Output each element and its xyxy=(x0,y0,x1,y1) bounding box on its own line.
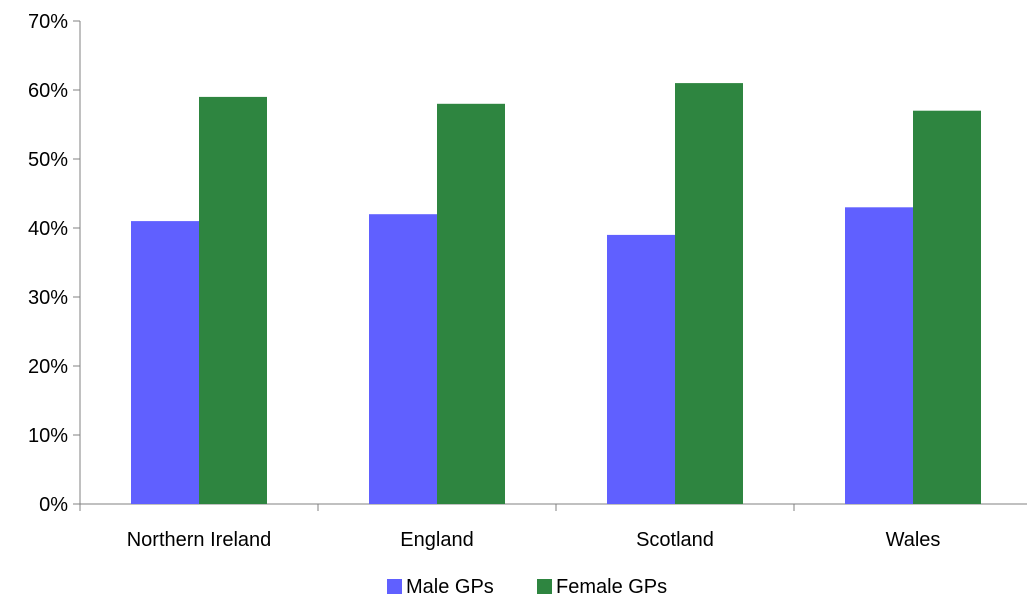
bar-male-gps-northern-ireland xyxy=(131,221,199,504)
y-tick-label: 50% xyxy=(28,149,68,171)
legend: Male GPs Female GPs xyxy=(387,576,667,598)
y-tick-label: 10% xyxy=(28,425,68,447)
x-axis: Northern Ireland England Scotland Wales xyxy=(79,503,1027,551)
bar-female-gps-northern-ireland xyxy=(199,96,267,505)
bar-male-gps-scotland xyxy=(607,234,675,504)
y-tick-label: 70% xyxy=(28,11,68,33)
x-tick-label: Northern Ireland xyxy=(127,529,272,551)
bars-group xyxy=(131,83,981,505)
bar-male-gps-england xyxy=(369,214,437,504)
legend-label-0: Male GPs xyxy=(406,576,494,598)
y-tick-label: 30% xyxy=(28,287,68,309)
y-tick-label: 0% xyxy=(39,494,68,516)
x-tick-label: Wales xyxy=(886,529,941,551)
y-tick-label: 20% xyxy=(28,356,68,378)
legend-label-1: Female GPs xyxy=(556,576,667,598)
y-tick-label: 60% xyxy=(28,80,68,102)
bar-male-gps-wales xyxy=(845,207,913,505)
x-tick-label: England xyxy=(400,529,473,551)
bar-female-gps-england xyxy=(437,103,505,505)
bar-female-gps-scotland xyxy=(675,83,743,504)
y-tick-label: 40% xyxy=(28,218,68,240)
y-axis: 0% 10% 20% 30% 40% 50% 60% 70% xyxy=(28,11,81,516)
bar-female-gps-wales xyxy=(913,110,981,504)
legend-swatch-1 xyxy=(537,579,552,594)
legend-swatch-0 xyxy=(387,579,402,594)
x-tick-label: Scotland xyxy=(636,529,714,551)
